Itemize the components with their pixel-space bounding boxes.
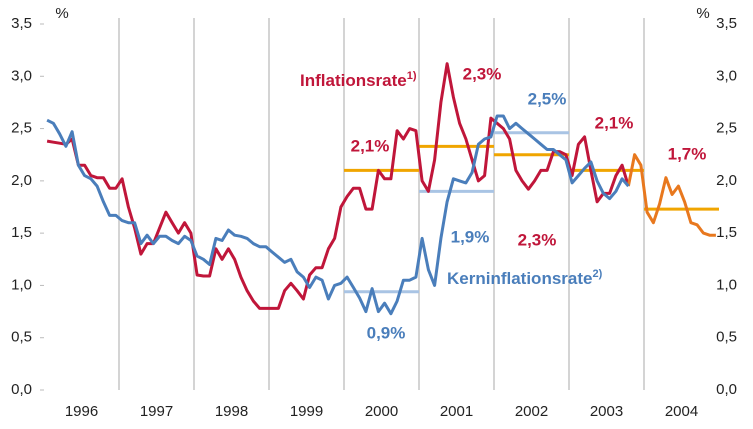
average-label: 0,9%: [367, 323, 406, 342]
y2-tick-label: 1,5: [716, 224, 737, 241]
series-label: Kerninflationsrate2): [447, 268, 603, 289]
average-label: 2,3%: [463, 64, 502, 83]
average-label: 2,3%: [518, 230, 557, 249]
average-label: 2,5%: [528, 89, 567, 108]
y2-tick-label: 1,0: [716, 276, 737, 293]
y-tick-label: 2,5: [11, 120, 32, 137]
series-line: [626, 153, 716, 237]
x-tick-label: 2004: [665, 403, 698, 420]
x-tick-label: 2002: [515, 403, 548, 420]
y-unit: %: [55, 5, 68, 22]
y-tick-label: 0,0: [11, 381, 32, 398]
series-name: Kerninflationsrate: [447, 269, 592, 288]
y2-unit: %: [696, 5, 709, 22]
y-tick-label: 0,5: [11, 329, 32, 346]
series-line: [46, 62, 630, 310]
y-tick-label: 1,5: [11, 224, 32, 241]
y2-tick-label: 0,0: [716, 381, 737, 398]
x-tick-label: 1997: [140, 403, 173, 420]
y2-tick-label: 2,5: [716, 120, 737, 137]
y2-tick-label: 3,5: [716, 15, 737, 32]
series-footnote: 1): [407, 70, 417, 82]
x-tick-label: 1998: [215, 403, 248, 420]
x-tick-label: 1996: [65, 403, 98, 420]
y2-tick-label: 3,0: [716, 67, 737, 84]
y2-tick-label: 2,0: [716, 172, 737, 189]
x-tick-label: 2001: [440, 403, 473, 420]
y-tick-label: 3,5: [11, 15, 32, 32]
x-tick-label: 2003: [590, 403, 623, 420]
average-label: 2,1%: [351, 136, 390, 155]
series-label: Inflationsrate1): [300, 70, 417, 91]
y-tick-label: 3,0: [11, 67, 32, 84]
series-name: Inflationsrate: [300, 71, 407, 90]
series-footnote: 2): [592, 268, 602, 280]
x-tick-label: 2000: [365, 403, 398, 420]
x-tick-label: 1999: [290, 403, 323, 420]
series-line: [46, 114, 630, 316]
average-label: 2,1%: [595, 113, 634, 132]
y-tick-label: 1,0: [11, 276, 32, 293]
average-label: 1,7%: [668, 144, 707, 163]
average-label: 1,9%: [451, 227, 490, 246]
y2-tick-label: 0,5: [716, 329, 737, 346]
y-tick-label: 2,0: [11, 172, 32, 189]
